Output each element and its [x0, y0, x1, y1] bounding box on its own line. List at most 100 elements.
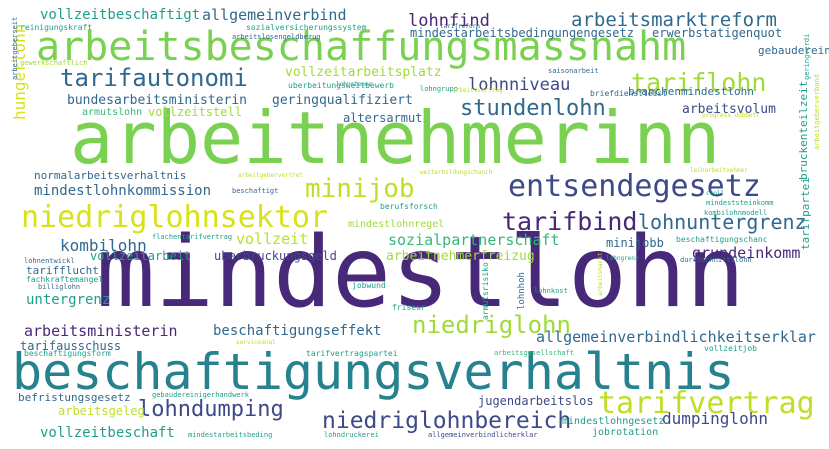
word: lohndruckerei [324, 431, 379, 439]
word: entsendegesetz [508, 169, 761, 204]
word: reinigungskraft [20, 23, 93, 32]
word: jobrotation [592, 427, 659, 438]
word: gebaudereinigerhandwerk [152, 391, 249, 399]
word: gebauderein [758, 44, 829, 57]
word: tarifreform [440, 23, 480, 30]
word: lohnfind [408, 11, 490, 31]
word: lohnkost [534, 287, 568, 295]
word: lohngrenz [606, 255, 639, 262]
word: lohnuntergrenz [638, 210, 807, 234]
word: lohnniveau [468, 75, 571, 95]
word: lohnhoh [517, 272, 527, 310]
word: armutslohn [82, 107, 143, 118]
word: friseur [392, 303, 426, 312]
word: niedriglohn [412, 311, 571, 339]
word: arbeitgebervertret [238, 172, 304, 179]
word: allgemeinverbind [202, 6, 347, 24]
word: beschaftigungseffekt [213, 323, 382, 339]
word: sozialpartnerschaft [388, 231, 560, 249]
word: arbeitsgeleg [58, 404, 145, 418]
word: jugendarbeitslos [478, 394, 594, 408]
word: grundeinkomm [692, 244, 801, 262]
word: vollzeitarbeit [90, 249, 192, 263]
word: fachkraftemangel [26, 275, 104, 284]
word: vollzeitbeschaft [40, 425, 175, 441]
word: kombilohn [60, 236, 147, 255]
word: mindestlohn [96, 216, 746, 330]
word: weiterbildungschanch [420, 169, 493, 176]
word: saisonarbeit [548, 67, 599, 75]
word: berufsforsch [380, 202, 438, 211]
word: durchschnittslohn [680, 256, 752, 264]
word: arbeitslosengeldbezug [232, 33, 321, 41]
word: mindestlohnkommission [34, 183, 212, 199]
word: tarifbind [502, 207, 638, 236]
word: lohnentwickl [24, 257, 75, 265]
word: arbeitsvolum [682, 102, 776, 117]
word: beschaftigungschanc [676, 235, 768, 244]
word: altersarmut [343, 111, 423, 125]
word: tarifflucht [26, 264, 99, 277]
word: beschaftigungsform [24, 349, 111, 358]
word: tarifvertragspartei [306, 349, 398, 358]
word: dumpinglohn [662, 409, 768, 428]
word: mindestlohnregel [348, 219, 445, 230]
word: vollzeitbeschaftigt [40, 7, 201, 23]
word: uberbeitungsweitbewerb [288, 81, 394, 90]
word: erwerbstatigenquot [652, 26, 783, 40]
word: minijob [305, 174, 415, 204]
word: leiharbeitnehmer [690, 167, 748, 174]
word: gewerkschaftlich [20, 59, 88, 67]
word: geringverdi [803, 33, 811, 80]
word: lohndumping [138, 397, 284, 422]
word: mindestlohngesetz [562, 416, 665, 427]
word: uberbruckungsgeld [214, 249, 337, 263]
word: sozialversicherungssystem [246, 23, 367, 32]
word: tarifausschuss [20, 339, 122, 353]
word: ccoll [706, 190, 725, 197]
word: armutsrisiko [481, 262, 490, 320]
word: minijobb [606, 236, 664, 250]
word: tarifvertrag [598, 386, 815, 421]
word: mindeststeinkomm [706, 199, 774, 207]
word: geringqualifiziert [272, 93, 413, 108]
word: stundenlohn [460, 96, 606, 121]
word: arbeitnehmerfreizug [386, 249, 535, 264]
word: flachentarifvertrag [152, 233, 233, 241]
word: jobwund [352, 281, 386, 290]
word: briefdienstleist [590, 89, 668, 98]
word: tarifpartei [799, 177, 812, 250]
word: lohngrupp [420, 85, 458, 93]
word: tariflohn [631, 68, 767, 97]
word: beschaftigungsverhaltnis [12, 343, 735, 401]
word: mindestarbeitsbeding [188, 431, 273, 439]
word: lohnsteuer [336, 81, 373, 88]
word: arbeitsmarktreform [571, 9, 777, 31]
word: kombilohnmodell [704, 209, 768, 217]
word: arbeitgeberverband [813, 74, 821, 150]
word: vollzeitstell [148, 105, 242, 119]
word: arbeitsministerin [24, 322, 178, 340]
word: niedriglohnbereich [322, 408, 572, 434]
word: billiglohn [38, 283, 81, 291]
word: arbeitsvertrag [452, 87, 503, 94]
word: serviceanal [236, 339, 276, 346]
word: tarifautonomi [60, 64, 248, 92]
word: arbeitsgesellschaft [494, 349, 575, 357]
word: vollzeitjob [704, 344, 757, 353]
word: progress dobbett [702, 112, 760, 119]
word: bundesarbeitsministerin [67, 93, 248, 108]
word: mindestarbeitsbedingungengesetz [410, 26, 634, 40]
word: allgemeinverbindlicherklar [428, 431, 538, 439]
word: bruckenteilzeit [797, 80, 810, 180]
word: vollzeitarbeitsplatz [285, 65, 442, 80]
word: vollzeit [236, 230, 309, 248]
word: befristungsgesetz [18, 391, 131, 404]
word: arbeitsmarkt [597, 252, 604, 296]
word: untergrenz [26, 292, 111, 308]
word: allgemeinverbindlichkeitserklar [536, 328, 816, 346]
word: arbeitgeberseit [11, 16, 19, 80]
word: beschaftigt [232, 187, 279, 195]
word: branchenmindestlohn [628, 85, 754, 98]
